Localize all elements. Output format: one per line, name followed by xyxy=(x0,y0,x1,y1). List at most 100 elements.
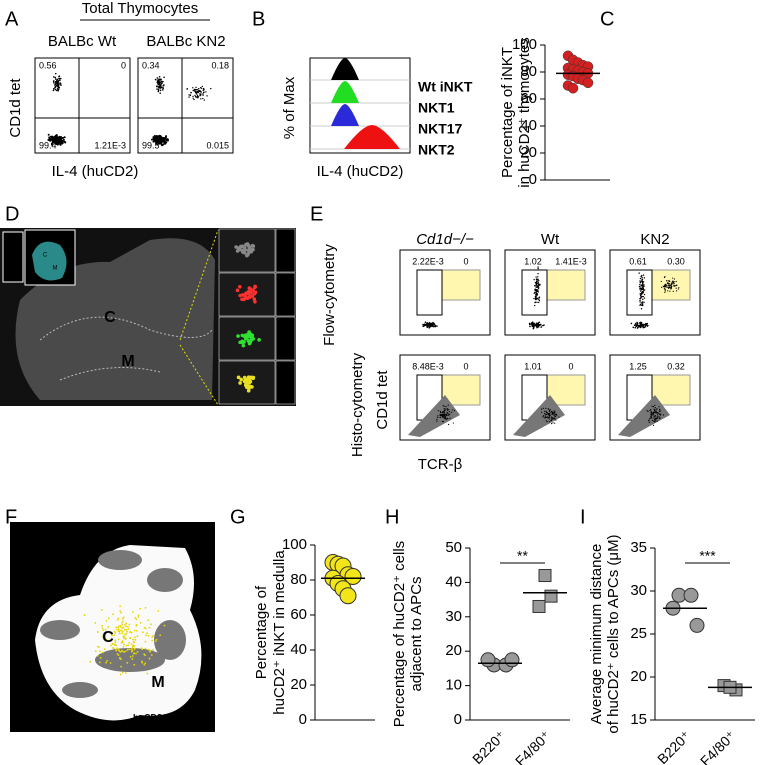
x-tick-label: B220⁺ xyxy=(654,727,694,765)
event-dot xyxy=(139,607,142,610)
event-dot xyxy=(446,412,449,414)
flow-plot xyxy=(399,354,491,441)
event-dot xyxy=(658,413,661,415)
event-dot xyxy=(120,658,122,661)
channel-label: huCD2 xyxy=(281,325,290,351)
event-dot xyxy=(132,611,134,614)
region-label: C xyxy=(43,253,48,259)
event-dot xyxy=(432,325,435,328)
event-dot xyxy=(56,84,58,87)
event-dot xyxy=(536,284,538,286)
event-dot xyxy=(669,284,672,286)
event-dot xyxy=(654,421,656,423)
axis-label: IL-4 (huCD2) xyxy=(317,163,404,180)
medulla xyxy=(95,648,165,672)
event-dot xyxy=(656,416,658,418)
event-dot xyxy=(655,411,657,413)
event-dot xyxy=(542,415,545,417)
event-dot xyxy=(101,609,103,611)
event-dot xyxy=(108,639,110,642)
event-dot xyxy=(678,287,680,289)
axis-label: huCD2⁺ iNKT in medulla xyxy=(271,550,288,715)
panel-label: A xyxy=(5,8,19,30)
event-dot xyxy=(537,266,539,268)
event-dot xyxy=(445,406,447,408)
event-dot xyxy=(200,87,203,89)
event-dot xyxy=(548,410,551,412)
event-dot xyxy=(665,285,667,288)
event-dot xyxy=(543,417,545,419)
gate-value: 8.48E-3 xyxy=(412,361,444,371)
event-dot xyxy=(666,282,669,284)
event-dot xyxy=(548,414,550,417)
data-point xyxy=(538,569,552,583)
event-dot xyxy=(51,135,54,138)
event-dot xyxy=(537,324,539,326)
event-dot xyxy=(634,322,637,325)
panel-label: I xyxy=(580,506,586,528)
event-dot xyxy=(162,85,165,87)
event-dot xyxy=(239,377,243,382)
event-dot xyxy=(55,78,57,80)
event-dot xyxy=(650,416,652,418)
event-dot xyxy=(658,406,660,408)
event-dot xyxy=(147,648,150,651)
event-dot xyxy=(639,283,641,286)
event-dot xyxy=(157,83,160,86)
event-dot xyxy=(652,424,655,426)
event-dot xyxy=(639,288,641,290)
event-dot xyxy=(663,285,666,288)
event-dot xyxy=(134,616,137,619)
event-dot xyxy=(551,411,553,413)
event-dot xyxy=(540,324,542,326)
event-dot xyxy=(193,98,195,101)
event-dot xyxy=(120,611,122,614)
event-dot xyxy=(248,287,253,291)
event-dot xyxy=(99,657,102,659)
event-dot xyxy=(534,301,536,304)
event-dot xyxy=(247,386,251,391)
event-dot xyxy=(545,412,548,414)
legend-entry: NKT2 xyxy=(418,142,455,158)
event-dot xyxy=(652,413,654,415)
event-dot xyxy=(533,278,535,281)
y-tick-label: 40 xyxy=(520,117,537,134)
gate-value: 0.32 xyxy=(667,361,685,371)
event-dot xyxy=(247,341,252,346)
event-dot xyxy=(444,409,446,411)
event-dot xyxy=(546,421,548,423)
event-dot xyxy=(537,325,539,327)
event-dot xyxy=(156,143,159,146)
event-dot xyxy=(194,96,197,98)
event-dot xyxy=(160,87,162,89)
event-dot xyxy=(248,294,252,299)
density xyxy=(618,395,670,437)
event-dot xyxy=(234,245,238,249)
event-dot xyxy=(120,641,123,644)
event-dot xyxy=(154,138,157,141)
flow-plot xyxy=(399,249,491,336)
event-dot xyxy=(541,411,543,413)
event-dot xyxy=(539,284,541,286)
event-dot xyxy=(654,407,656,409)
data-point xyxy=(689,617,705,633)
channel-tag xyxy=(275,360,296,405)
event-dot xyxy=(54,85,57,88)
event-dot xyxy=(52,89,55,92)
data-point xyxy=(683,587,699,603)
event-dot xyxy=(144,606,147,609)
event-dot xyxy=(656,420,658,422)
event-dot xyxy=(534,304,536,307)
event-dot xyxy=(125,628,128,631)
event-dot xyxy=(540,408,543,410)
event-dot xyxy=(643,289,646,291)
event-dot xyxy=(60,137,63,140)
event-dot xyxy=(659,417,661,419)
event-dot xyxy=(648,420,650,422)
legend-entry: NKT1 xyxy=(418,100,455,116)
event-dot xyxy=(550,420,552,422)
event-dot xyxy=(141,661,144,664)
axis-label: Percentage of huCD2⁺ cells xyxy=(391,541,408,727)
event-dot xyxy=(114,641,117,644)
event-dot xyxy=(120,650,123,653)
